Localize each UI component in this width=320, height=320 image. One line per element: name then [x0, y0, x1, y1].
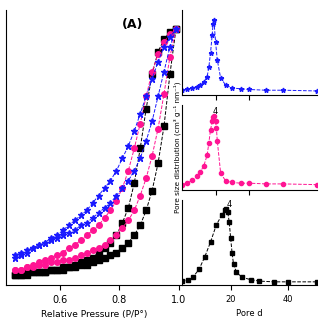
X-axis label: Pore d: Pore d — [236, 309, 263, 318]
Text: 4: 4 — [213, 107, 218, 116]
X-axis label: Relative Pressure (P/P°): Relative Pressure (P/P°) — [41, 310, 147, 319]
Text: Pore size distribution (cm³ g⁻¹ nm⁻¹): Pore size distribution (cm³ g⁻¹ nm⁻¹) — [174, 82, 181, 213]
Text: 4: 4 — [226, 200, 232, 209]
Text: (A): (A) — [122, 18, 143, 31]
